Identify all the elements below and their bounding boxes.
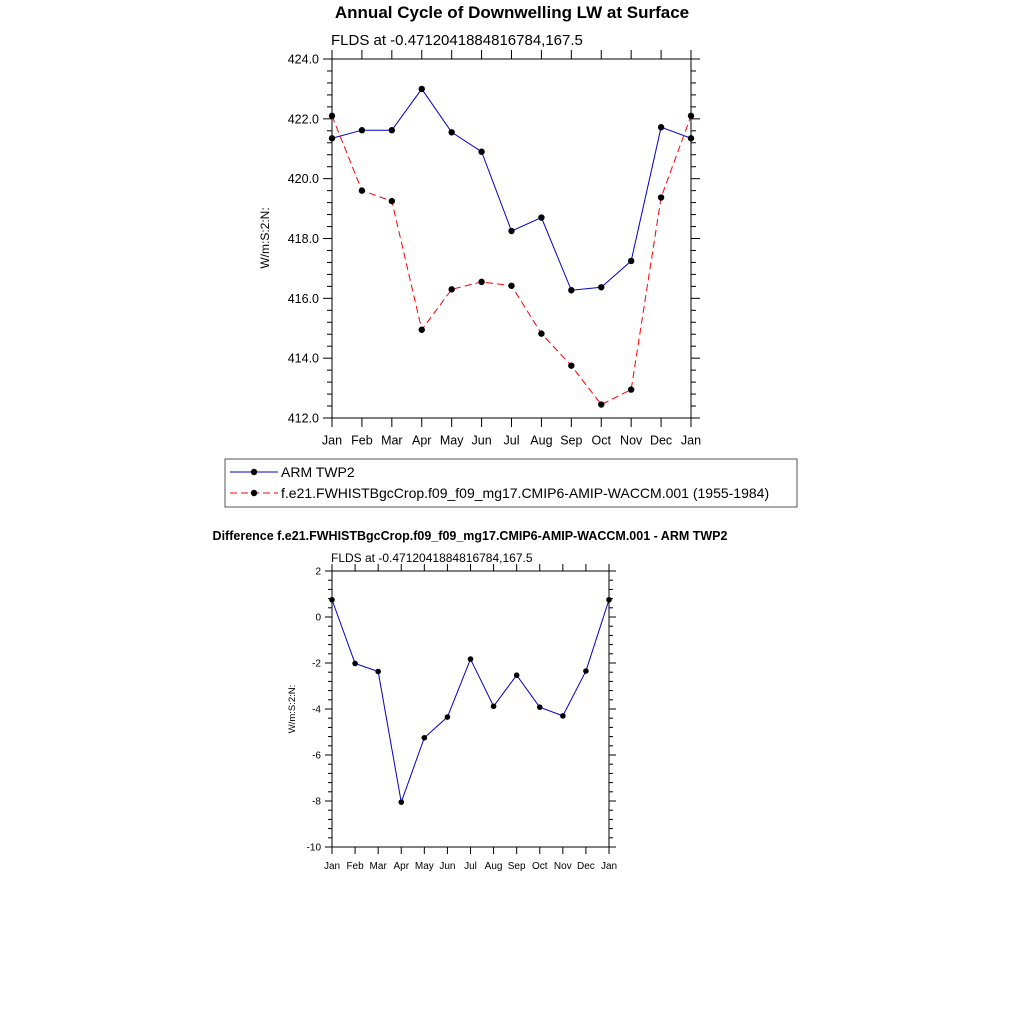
y-axis-label: W/m:S:2:N:: [258, 207, 272, 268]
y-tick-label: 2: [315, 567, 321, 578]
y-tick-label: -8: [312, 797, 321, 808]
y-tick-label: 412.0: [288, 412, 319, 426]
legend-box: [224, 458, 798, 508]
x-tick-label: Apr: [412, 434, 431, 448]
x-tick-label: Feb: [346, 861, 364, 872]
chart-title: Annual Cycle of Downwelling LW at Surfac…: [335, 3, 689, 22]
series-1-point: [329, 596, 335, 603]
series-1-point: [606, 596, 612, 603]
x-tick-label: May: [415, 861, 434, 872]
series-2-point: [687, 112, 695, 120]
series-2-point: [328, 112, 336, 120]
x-tick-label: Jan: [681, 434, 701, 448]
series-1-point: [418, 85, 425, 93]
y-tick-label: 424.0: [288, 53, 319, 67]
series-1-point: [568, 287, 575, 294]
series-1-point: [538, 214, 545, 221]
series-1-point: [444, 714, 451, 720]
y-tick-label: 418.0: [288, 232, 319, 246]
series-2-point: [538, 330, 545, 337]
series-1-point: [513, 672, 520, 678]
x-tick-label: Jan: [601, 861, 617, 872]
series-2-point: [598, 401, 605, 408]
x-tick-label: Nov: [620, 434, 643, 448]
x-tick-label: Nov: [554, 861, 572, 872]
x-tick-label: Aug: [485, 861, 503, 872]
chart-subtitle: FLDS at -0.4712041884816784,167.5: [331, 32, 583, 49]
legend-label-series-2: f.e21.FWHISTBgcCrop.f09_f09_mg17.CMIP6-A…: [281, 485, 769, 501]
series-2-point: [448, 286, 455, 293]
y-tick-label: 0: [315, 613, 321, 624]
y-tick-label: -10: [307, 843, 322, 854]
series-1-point: [467, 656, 474, 662]
series-line-1: [331, 88, 692, 291]
x-tick-label: Sep: [560, 434, 582, 448]
series-1-point: [478, 148, 485, 155]
series-1-point: [657, 124, 665, 131]
series-1-point: [328, 135, 336, 142]
series-2-point: [478, 278, 485, 286]
y-tick-label: 422.0: [288, 112, 319, 126]
x-tick-label: Jan: [322, 434, 342, 448]
legend-marker-series-2: [250, 489, 258, 497]
y-tick-label: -4: [312, 705, 321, 716]
series-2-point: [358, 187, 366, 194]
series-line-2: [331, 115, 692, 406]
bottom-plot-area: -10 -8 -6 -4 -2 0 2 Jan Feb Mar Apr May Jun Jul Aug Sep…: [307, 564, 617, 872]
plot-frame: [331, 58, 692, 419]
series-1-point: [358, 127, 366, 134]
y-tick-label: -2: [312, 659, 321, 670]
y-tick-label: 420.0: [288, 172, 319, 186]
series-1-point: [627, 257, 635, 265]
x-tick-label: Dec: [577, 861, 595, 872]
diff-y-axis-label: W/m:S:2:N:: [287, 685, 298, 734]
series-1-point: [583, 668, 589, 674]
x-tick-label: Jun: [439, 861, 455, 872]
series-1-point: [388, 127, 396, 134]
x-tick-label: Mar: [370, 861, 388, 872]
x-tick-label: Jun: [472, 434, 492, 448]
y-tick-label: 414.0: [288, 352, 319, 366]
x-tick-label: Oct: [592, 434, 612, 448]
series-1-point: [352, 660, 358, 667]
series-1-point: [448, 129, 455, 136]
diff-chart-subtitle: FLDS at -0.4712041884816784,167.5: [331, 551, 533, 565]
series-2-point: [627, 386, 635, 393]
x-tick-label: Sep: [508, 861, 526, 872]
x-tick-label: Jul: [464, 861, 477, 872]
series-1-point: [508, 227, 515, 235]
x-tick-label: Oct: [532, 861, 548, 872]
series-2-point: [657, 194, 665, 201]
top-plot-area: 412.0 414.0 416.0 418.0 420.0 422.0 424.0 Jan Fe…: [288, 50, 701, 448]
series-1-point: [375, 668, 381, 675]
y-tick-label: -6: [312, 751, 321, 762]
diff-chart-title: Difference f.e21.FWHISTBgcCrop.f09_f09_m…: [213, 529, 728, 543]
legend-label-series-1: ARM TWP2: [281, 464, 355, 480]
legend-marker-series-1: [250, 468, 258, 476]
series-2-point: [418, 326, 425, 333]
series-1-point: [598, 284, 605, 291]
plot-frame: [331, 570, 610, 848]
series-2-point: [568, 362, 575, 369]
series-1-point: [421, 734, 428, 741]
series-line-1: [331, 599, 610, 805]
series-1-point: [560, 713, 566, 719]
x-tick-label: May: [440, 434, 464, 448]
x-tick-label: Mar: [381, 434, 403, 448]
series-1-point: [536, 704, 543, 710]
x-tick-label: Jul: [504, 434, 520, 448]
x-tick-label: Apr: [393, 861, 409, 872]
series-2-point: [388, 197, 396, 205]
x-tick-label: Jan: [324, 861, 340, 872]
series-2-point: [508, 282, 515, 289]
series-1-point: [398, 799, 405, 805]
series-1-point: [687, 135, 695, 142]
legend: ARM TWP2 f.e21.FWHISTBgcCrop.f09_f09_mg1…: [224, 458, 798, 508]
x-tick-label: Aug: [530, 434, 552, 448]
x-tick-label: Feb: [351, 434, 373, 448]
series-1-point: [490, 703, 497, 710]
y-tick-label: 416.0: [288, 292, 319, 306]
x-tick-label: Dec: [650, 434, 672, 448]
